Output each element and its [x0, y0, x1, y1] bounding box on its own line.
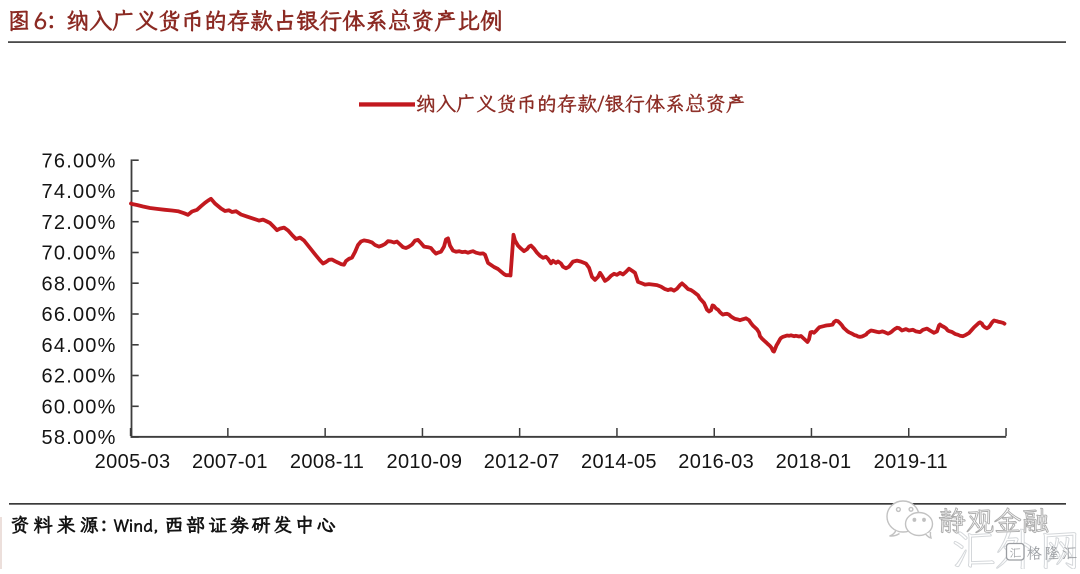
svg-text:2008-11: 2008-11 — [290, 451, 364, 473]
svg-text:76.00%: 76.00% — [42, 150, 117, 172]
svg-text:2019-11: 2019-11 — [874, 451, 948, 473]
svg-text:66.00%: 66.00% — [42, 304, 117, 326]
svg-text:2016-03: 2016-03 — [678, 451, 754, 473]
svg-text:2018-01: 2018-01 — [776, 451, 852, 473]
svg-text:72.00%: 72.00% — [42, 212, 117, 234]
svg-text:62.00%: 62.00% — [42, 366, 117, 388]
svg-text:2012-07: 2012-07 — [484, 451, 560, 473]
svg-text:74.00%: 74.00% — [42, 181, 117, 203]
svg-text:58.00%: 58.00% — [42, 427, 117, 449]
svg-text:2014-05: 2014-05 — [581, 451, 657, 473]
svg-text:70.00%: 70.00% — [42, 243, 117, 265]
svg-text:2010-09: 2010-09 — [386, 451, 462, 473]
svg-text:60.00%: 60.00% — [42, 397, 117, 419]
svg-text:2005-03: 2005-03 — [95, 451, 171, 473]
svg-text:68.00%: 68.00% — [42, 273, 117, 295]
svg-text:64.00%: 64.00% — [42, 335, 117, 357]
svg-text:2007-01: 2007-01 — [192, 451, 268, 473]
